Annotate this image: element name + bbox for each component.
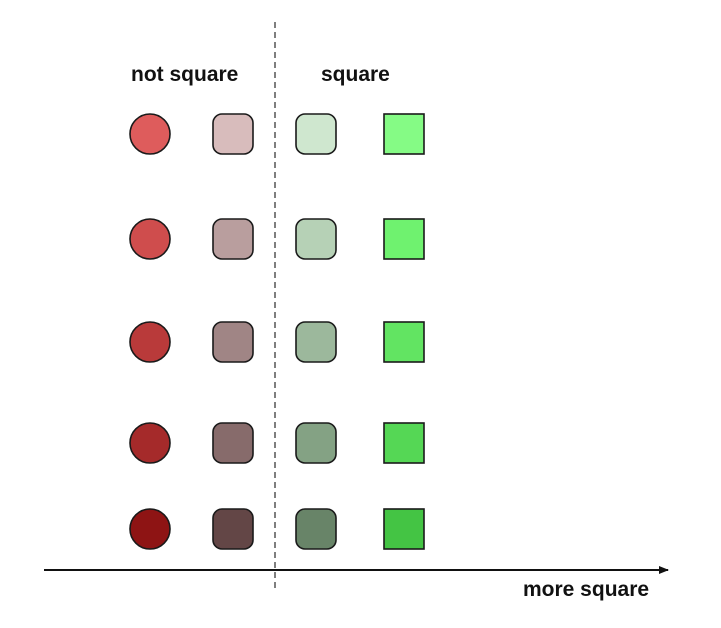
rounded-square-shape-col2-row3 bbox=[212, 321, 254, 363]
square-shape-col4-row1 bbox=[383, 113, 425, 155]
rounded-square-shape-col2-row1 bbox=[212, 113, 254, 155]
square-shape-col4-row5 bbox=[383, 508, 425, 550]
square-shape-col4-row2 bbox=[383, 218, 425, 260]
circle-shape-col1-row3 bbox=[129, 321, 171, 363]
rounded-square-shape-col3-row5 bbox=[295, 508, 337, 550]
label-square: square bbox=[321, 63, 390, 86]
square-shape-col4-row4 bbox=[383, 422, 425, 464]
rounded-square-shape-col3-row4 bbox=[295, 422, 337, 464]
rounded-square-shape-col3-row1 bbox=[295, 113, 337, 155]
circle-shape-col1-row5 bbox=[129, 508, 171, 550]
circle-shape-col1-row2 bbox=[129, 218, 171, 260]
square-shape-col4-row3 bbox=[383, 321, 425, 363]
rounded-square-shape-col3-row3 bbox=[295, 321, 337, 363]
rounded-square-shape-col2-row4 bbox=[212, 422, 254, 464]
circle-shape-col1-row4 bbox=[129, 422, 171, 464]
rounded-square-shape-col2-row5 bbox=[212, 508, 254, 550]
circle-shape-col1-row1 bbox=[129, 113, 171, 155]
shape-grid bbox=[129, 113, 425, 550]
label-more-square: more square bbox=[523, 578, 650, 601]
rounded-square-shape-col2-row2 bbox=[212, 218, 254, 260]
label-not-square: not square bbox=[131, 63, 239, 86]
rounded-square-shape-col3-row2 bbox=[295, 218, 337, 260]
